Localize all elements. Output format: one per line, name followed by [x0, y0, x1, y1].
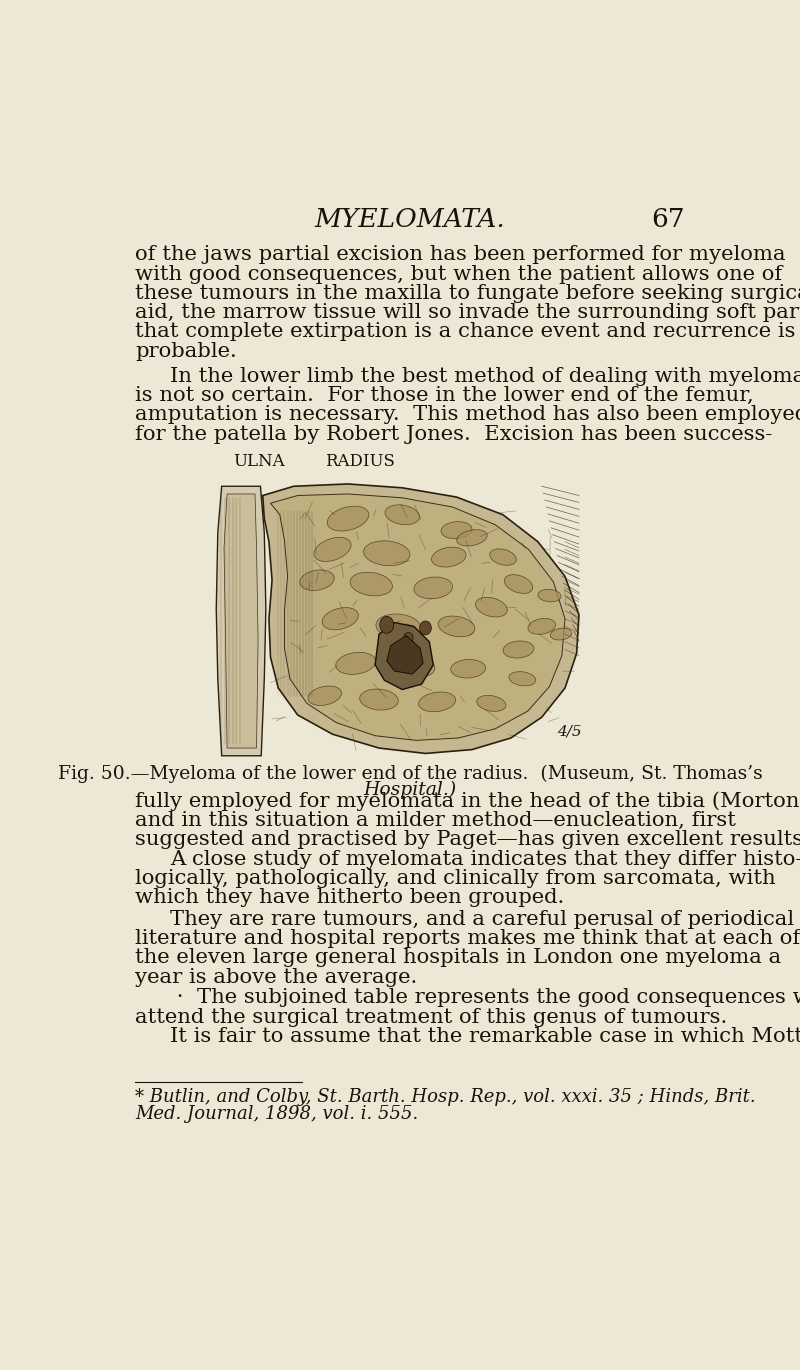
Ellipse shape — [528, 618, 555, 634]
Text: for the patella by Robert Jones.  Excision has been success-: for the patella by Robert Jones. Excisio… — [135, 425, 772, 444]
Ellipse shape — [314, 537, 351, 562]
Ellipse shape — [363, 541, 410, 566]
Ellipse shape — [350, 573, 393, 596]
Polygon shape — [262, 484, 579, 754]
Text: In the lower limb the best method of dealing with myeloma: In the lower limb the best method of dea… — [170, 367, 800, 386]
Ellipse shape — [322, 607, 358, 630]
Text: It is fair to assume that the remarkable case in which Mott: It is fair to assume that the remarkable… — [170, 1026, 800, 1045]
Ellipse shape — [504, 574, 533, 593]
Ellipse shape — [503, 641, 534, 658]
Text: ·  The subjoined table represents the good consequences which: · The subjoined table represents the goo… — [170, 988, 800, 1007]
Ellipse shape — [509, 671, 536, 686]
Ellipse shape — [457, 530, 487, 547]
Text: Fig. 50.—Myeloma of the lower end of the radius.  (Museum, St. Thomas’s: Fig. 50.—Myeloma of the lower end of the… — [58, 764, 762, 784]
Bar — [212, 467, 600, 756]
Text: year is above the average.: year is above the average. — [135, 967, 417, 986]
Ellipse shape — [418, 692, 455, 712]
Text: ULNA: ULNA — [233, 453, 285, 470]
Text: is not so certain.  For those in the lower end of the femur,: is not so certain. For those in the lowe… — [135, 386, 754, 406]
Ellipse shape — [404, 633, 413, 644]
Ellipse shape — [420, 621, 431, 634]
Text: A close study of myelomata indicates that they differ histo-: A close study of myelomata indicates tha… — [170, 849, 800, 869]
Ellipse shape — [300, 570, 334, 590]
Text: amputation is necessary.  This method has also been employed: amputation is necessary. This method has… — [135, 406, 800, 425]
Text: aid, the marrow tissue will so invade the surrounding soft parts: aid, the marrow tissue will so invade th… — [135, 303, 800, 322]
Ellipse shape — [385, 504, 419, 525]
Ellipse shape — [393, 652, 435, 677]
Text: which they have hitherto been grouped.: which they have hitherto been grouped. — [135, 888, 564, 907]
Ellipse shape — [414, 577, 453, 599]
Polygon shape — [386, 636, 423, 674]
Text: probable.: probable. — [135, 341, 237, 360]
Text: of the jaws partial excision has been performed for myeloma: of the jaws partial excision has been pe… — [135, 245, 786, 264]
Text: logically, pathologically, and clinically from sarcomata, with: logically, pathologically, and clinicall… — [135, 869, 775, 888]
Polygon shape — [224, 495, 258, 748]
Text: They are rare tumours, and a careful perusal of periodical: They are rare tumours, and a careful per… — [170, 910, 794, 929]
Polygon shape — [216, 486, 266, 756]
Ellipse shape — [477, 696, 506, 711]
Ellipse shape — [441, 522, 472, 538]
Ellipse shape — [538, 589, 561, 601]
Text: attend the surgical treatment of this genus of tumours.: attend the surgical treatment of this ge… — [135, 1007, 727, 1026]
Ellipse shape — [360, 689, 398, 710]
Ellipse shape — [438, 616, 475, 637]
Ellipse shape — [327, 506, 369, 532]
Text: these tumours in the maxilla to fungate before seeking surgical: these tumours in the maxilla to fungate … — [135, 284, 800, 303]
Text: literature and hospital reports makes me think that at each of: literature and hospital reports makes me… — [135, 929, 800, 948]
Polygon shape — [375, 622, 434, 689]
Text: and in this situation a milder method—enucleation, first: and in this situation a milder method—en… — [135, 811, 736, 829]
Polygon shape — [270, 495, 565, 740]
Ellipse shape — [380, 616, 394, 633]
Ellipse shape — [450, 659, 486, 678]
Ellipse shape — [431, 547, 466, 567]
Text: Med. Journal, 1898, vol. i. 555.: Med. Journal, 1898, vol. i. 555. — [135, 1104, 418, 1122]
Text: with good consequences, but when the patient allows one of: with good consequences, but when the pat… — [135, 264, 782, 284]
Text: Hospital.): Hospital.) — [363, 781, 457, 799]
Ellipse shape — [376, 614, 421, 638]
Text: * Butlin, and Colby, St. Barth. Hosp. Rep., vol. xxxi. 35 ; Hinds, Brit.: * Butlin, and Colby, St. Barth. Hosp. Re… — [135, 1088, 755, 1107]
Text: fully employed for myelomata in the head of the tibia (Morton),: fully employed for myelomata in the head… — [135, 792, 800, 811]
Text: 4/5: 4/5 — [558, 725, 582, 738]
Text: 67: 67 — [651, 207, 685, 233]
Text: RADIUS: RADIUS — [325, 453, 394, 470]
Ellipse shape — [550, 629, 572, 640]
Ellipse shape — [475, 597, 507, 617]
Text: suggested and practised by Paget—has given excellent results.*: suggested and practised by Paget—has giv… — [135, 830, 800, 848]
Text: MYELOMATA.: MYELOMATA. — [314, 207, 506, 233]
Text: that complete extirpation is a chance event and recurrence is: that complete extirpation is a chance ev… — [135, 322, 795, 341]
Ellipse shape — [308, 686, 342, 706]
Text: the eleven large general hospitals in London one myeloma a: the eleven large general hospitals in Lo… — [135, 948, 781, 967]
Ellipse shape — [490, 549, 516, 566]
Ellipse shape — [336, 652, 376, 674]
